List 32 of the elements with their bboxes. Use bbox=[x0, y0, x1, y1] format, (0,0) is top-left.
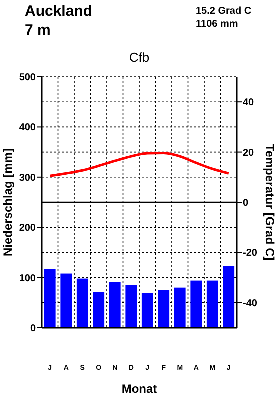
bar bbox=[126, 285, 138, 328]
line-series bbox=[48, 152, 230, 178]
y2-tick-label: -20 bbox=[243, 248, 258, 260]
y-tick-label: 400 bbox=[19, 122, 36, 134]
y2-tick-label: 20 bbox=[243, 148, 255, 159]
y2-tick-label: -40 bbox=[243, 298, 258, 310]
bar bbox=[93, 292, 105, 328]
text: Auckland bbox=[25, 3, 93, 20]
y-axis-title: Niederschlag [mm] bbox=[1, 148, 15, 257]
bar bbox=[60, 274, 72, 328]
y2-axis-title: Temperatur [Grad C] bbox=[263, 144, 277, 261]
text: 1106 mm bbox=[196, 19, 238, 30]
y-tick-label: 200 bbox=[19, 223, 36, 234]
bar bbox=[109, 282, 121, 328]
bar bbox=[206, 280, 218, 328]
bar bbox=[174, 288, 186, 328]
y2-tick-label: 40 bbox=[243, 98, 255, 109]
bar bbox=[223, 266, 235, 328]
y-tick-label: 500 bbox=[19, 72, 36, 84]
y2-tick-label: 0 bbox=[243, 198, 249, 209]
y-tick-label: 300 bbox=[19, 172, 36, 184]
text: 7 m bbox=[25, 22, 51, 39]
y-tick-label: 0 bbox=[30, 324, 36, 334]
y-tick-label: 100 bbox=[19, 273, 36, 284]
text: 15.2 Grad C bbox=[196, 6, 252, 17]
bar bbox=[158, 290, 170, 328]
bar bbox=[190, 280, 202, 328]
x-axis-title: Monat bbox=[122, 382, 158, 396]
chart-title: Cfb bbox=[129, 50, 150, 65]
bar bbox=[142, 293, 154, 328]
bar bbox=[44, 269, 56, 328]
bar bbox=[76, 278, 88, 328]
